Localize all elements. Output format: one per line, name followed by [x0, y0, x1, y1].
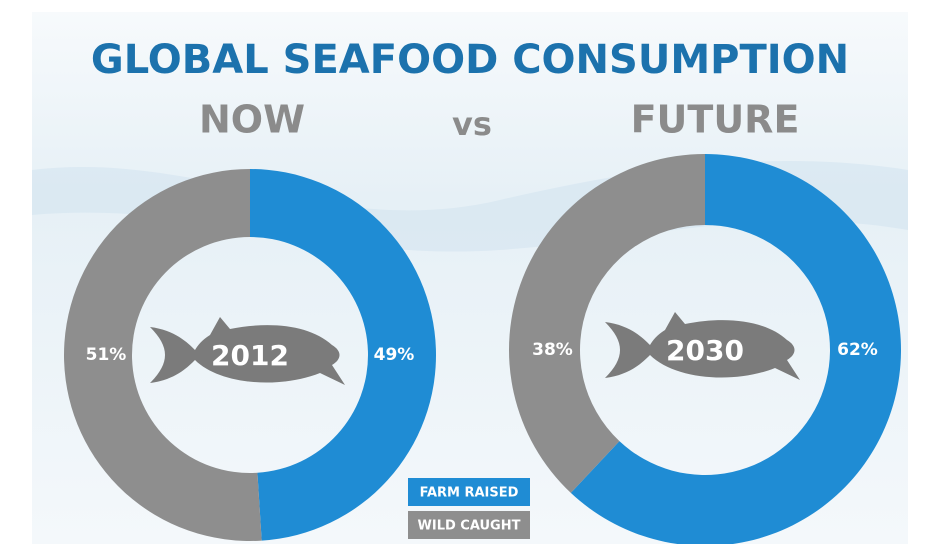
donut-slice	[64, 169, 262, 541]
vs-label: vs	[452, 105, 492, 143]
fish-icon	[150, 317, 345, 385]
donut-slice	[509, 154, 705, 493]
legend-swatch	[408, 511, 530, 539]
value-label: 38%	[532, 340, 573, 360]
legend-label: WILD CAUGHT	[418, 519, 521, 534]
donut-slice	[250, 169, 437, 541]
fish-icon	[605, 312, 800, 380]
donut-slice	[570, 154, 901, 544]
center-year: 2012	[211, 339, 289, 372]
legend-label: FARM RAISED	[420, 486, 519, 501]
value-label: 62%	[837, 340, 878, 360]
title: GLOBAL SEAFOOD CONSUMPTION	[91, 37, 849, 83]
future-label: FUTURE	[631, 98, 800, 142]
value-label: 49%	[374, 345, 415, 365]
center-year: 2030	[666, 334, 744, 367]
value-label: 51%	[86, 345, 127, 365]
legend-swatch	[408, 478, 530, 506]
now-label: NOW	[199, 98, 305, 142]
